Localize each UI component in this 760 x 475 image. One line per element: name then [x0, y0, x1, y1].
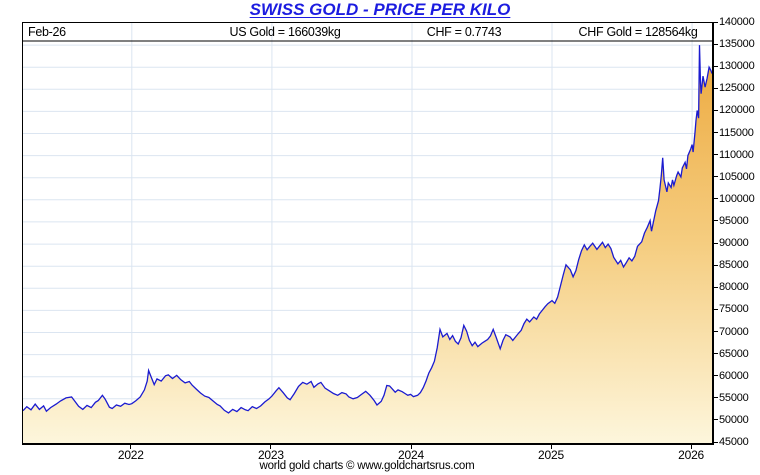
y-axis-tick: [713, 441, 718, 443]
y-axis-tick: [713, 308, 718, 310]
x-axis-label: 2024: [398, 448, 424, 462]
header-date-label: Feb-26: [28, 25, 66, 39]
y-axis-tick: [713, 132, 718, 133]
header-us-gold-value: US Gold = 166039kg: [229, 25, 341, 39]
y-axis-label: 50000: [719, 413, 749, 426]
y-axis-label: 45000: [719, 436, 749, 448]
y-axis-tick: [713, 419, 718, 421]
y-axis-label: 80000: [719, 281, 749, 294]
x-axis-label: 2023: [257, 448, 284, 462]
y-axis-tick: [713, 375, 718, 377]
y-axis-label: 85000: [719, 259, 749, 272]
y-axis-label: 125000: [719, 82, 755, 95]
y-axis-tick: [713, 331, 718, 332]
y-axis-label: 55000: [719, 391, 749, 404]
y-axis-label: 110000: [719, 148, 754, 161]
price-area-chart: [23, 23, 712, 443]
y-axis-tick: [713, 154, 718, 156]
y-axis-label: 115000: [719, 126, 754, 139]
x-axis-tick: [270, 444, 272, 449]
y-axis-label: 100000: [719, 192, 755, 205]
plot-area: [22, 22, 714, 445]
y-axis-tick: [713, 353, 718, 355]
x-axis-tick: [130, 444, 132, 449]
y-axis-tick: [713, 21, 718, 23]
y-axis-tick: [713, 220, 718, 222]
y-axis-tick: [713, 176, 718, 178]
y-axis-label: 130000: [719, 60, 755, 73]
y-axis-tick: [713, 65, 718, 67]
y-axis-tick: [713, 286, 718, 288]
price-line: [23, 45, 712, 414]
y-axis-label: 105000: [719, 170, 755, 183]
y-axis-label: 70000: [719, 325, 749, 338]
y-axis-label: 120000: [719, 104, 755, 117]
y-axis-tick: [713, 198, 718, 200]
y-axis-tick: [713, 242, 718, 244]
y-axis-label: 60000: [719, 369, 749, 382]
x-axis-tick: [690, 444, 692, 449]
x-axis-tick: [410, 444, 412, 449]
y-axis-tick: [713, 43, 718, 45]
y-axis-label: 95000: [719, 214, 749, 227]
y-axis-tick: [713, 87, 718, 89]
price-area-fill: [23, 45, 712, 443]
x-axis-tick: [550, 444, 552, 449]
header-chf-gold-value: CHF Gold = 128564kg: [578, 25, 698, 39]
footer-credit: world gold charts © www.goldchartsrus.co…: [259, 460, 475, 472]
y-axis-tick: [713, 397, 718, 399]
x-axis-label: 2026: [678, 448, 705, 462]
y-axis-tick: [713, 264, 718, 266]
y-axis-label: 135000: [719, 38, 755, 51]
y-axis-label: 65000: [719, 347, 749, 360]
x-axis-label: 2022: [117, 448, 144, 462]
y-axis-label: 90000: [719, 237, 749, 250]
y-axis-label: 75000: [719, 303, 749, 316]
x-axis-label: 2025: [538, 448, 564, 462]
y-axis-label: 140000: [719, 16, 755, 28]
page-title: SWISS GOLD - PRICE PER KILO: [249, 0, 511, 19]
header-chf-rate-value: CHF = 0.7743: [426, 25, 502, 39]
y-axis-tick: [713, 109, 718, 111]
